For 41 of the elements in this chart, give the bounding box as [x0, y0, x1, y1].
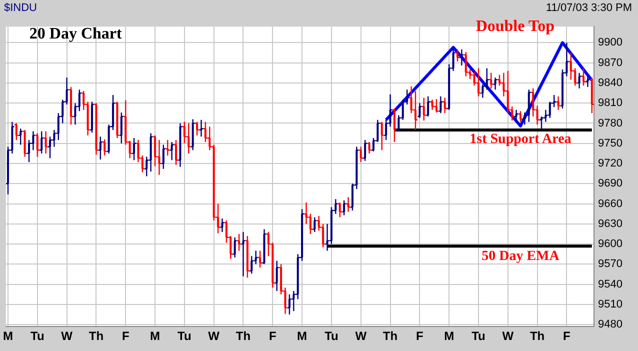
x-tick-label: M [150, 329, 160, 344]
y-tick-label: 9630 [598, 218, 622, 230]
chart-subtitle: 11/07/03 3:30 PM [546, 1, 632, 16]
y-tick-label: 9780 [598, 117, 622, 130]
x-tick-label: Th [382, 329, 398, 344]
y-tick-label: 9690 [598, 178, 622, 190]
x-tick-label: W [208, 329, 220, 344]
x-tick-label: M [444, 329, 454, 344]
y-tick-label: 9600 [598, 238, 622, 250]
x-tick-label: F [416, 329, 424, 344]
x-tick-label: Tu [472, 329, 486, 344]
x-tick-label: Tu [324, 329, 338, 344]
x-tick-label: Tu [30, 329, 44, 344]
annotation: 20 Day Chart [29, 26, 123, 43]
y-tick-label: 9810 [598, 97, 622, 110]
x-tick-label: F [268, 329, 276, 344]
x-tick-label: W [502, 329, 514, 344]
y-tick-label: 9870 [598, 56, 622, 69]
x-tick-label: Tu [178, 329, 192, 344]
annotation: 1st Support Area [470, 132, 572, 148]
x-tick-label: W [61, 329, 74, 344]
x-tick-label: M [297, 329, 308, 344]
x-tick-label: F [122, 329, 130, 344]
y-tick-label: 9720 [598, 158, 622, 170]
y-tick-label: 9900 [598, 36, 622, 49]
y-tick-label: 9480 [598, 318, 622, 331]
annotation: 50 Day EMA [482, 249, 560, 264]
x-tick-label: Th [530, 329, 545, 344]
x-tick-label: Th [88, 329, 104, 344]
y-tick-label: 9540 [598, 278, 622, 290]
y-tick-label: 9510 [598, 298, 622, 310]
x-tick-label: F [563, 329, 570, 344]
annotation: Double Top [476, 18, 555, 36]
y-tick-label: 9750 [598, 137, 622, 150]
y-tick-label: 9570 [598, 258, 622, 270]
x-tick-label: Th [236, 329, 251, 344]
x-tick-label: W [355, 329, 368, 344]
chart-title: $INDU [4, 1, 38, 16]
y-tick-label: 9840 [598, 77, 622, 90]
x-tick-label: M [3, 329, 13, 344]
y-tick-label: 9660 [598, 198, 622, 210]
